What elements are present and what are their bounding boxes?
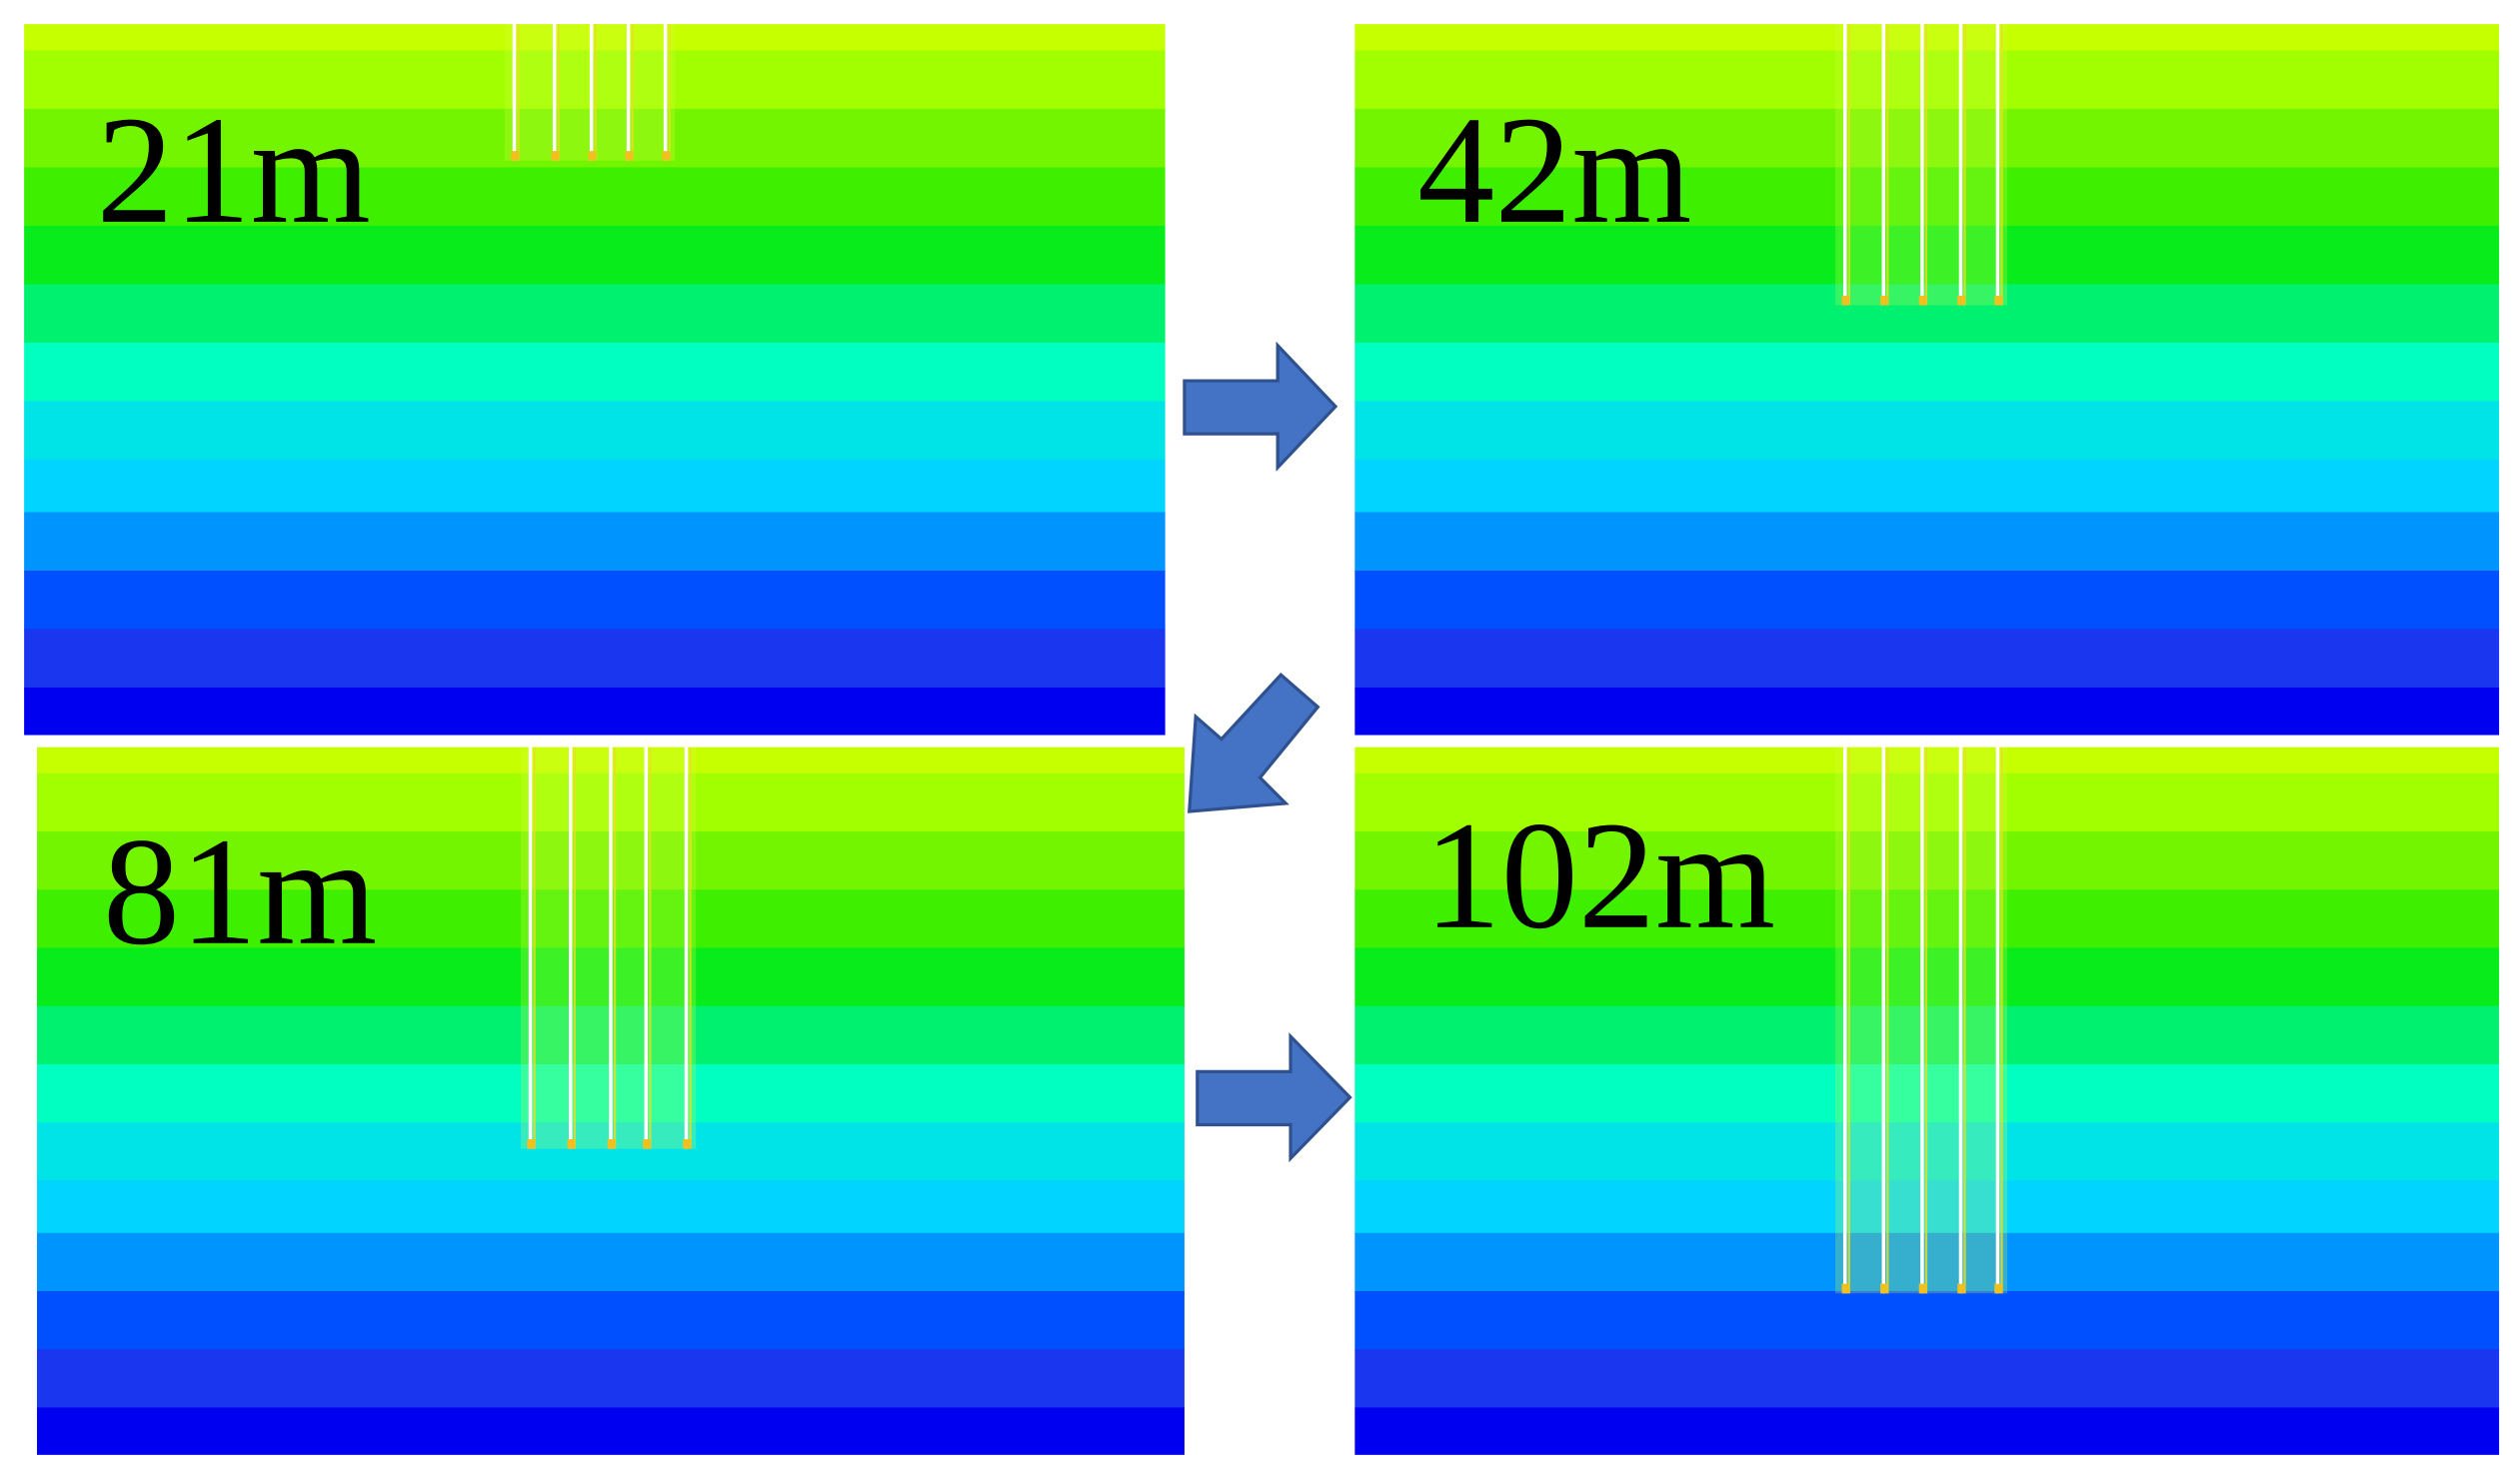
pile-tip xyxy=(1918,295,1927,306)
contour-band xyxy=(24,284,1166,344)
contour-panel: 81m xyxy=(36,746,1185,1455)
contour-band xyxy=(36,1349,1185,1409)
arrow-right xyxy=(1196,1032,1352,1163)
contour-band xyxy=(24,167,1166,227)
depth-label: 21m xyxy=(96,85,370,256)
contour-band xyxy=(24,570,1166,631)
pile-tip xyxy=(1957,295,1966,306)
pile-tip xyxy=(1957,1283,1966,1294)
pile-tip xyxy=(588,151,597,161)
contour-panel: 42m xyxy=(1354,24,2500,736)
depth-label: 81m xyxy=(103,806,377,977)
arrow-down-left xyxy=(1188,673,1320,813)
contour-band xyxy=(1354,687,2500,736)
contour-band xyxy=(24,629,1166,689)
contour-band xyxy=(24,342,1166,403)
pile-tip xyxy=(1841,295,1850,306)
arrow-right xyxy=(1183,341,1338,472)
contour-band xyxy=(36,1180,1185,1234)
depth-label: 102m xyxy=(1423,790,1775,961)
pile-tip xyxy=(1918,1283,1927,1294)
pile-zone xyxy=(520,746,697,1149)
pile-tip xyxy=(683,1138,692,1149)
contour-band xyxy=(1354,570,2500,631)
contour-band xyxy=(1354,401,2500,461)
contour-band xyxy=(1354,512,2500,572)
contour-band xyxy=(36,1291,1185,1351)
pile-tip xyxy=(1994,1283,2003,1294)
contour-band xyxy=(24,401,1166,461)
pile-tip xyxy=(643,1138,652,1149)
pile-tip xyxy=(551,151,560,161)
pile-tip xyxy=(1880,295,1889,306)
contour-band xyxy=(24,512,1166,572)
contour-band xyxy=(1354,459,2500,514)
pile-tip xyxy=(527,1138,536,1149)
contour-band xyxy=(36,1407,1185,1455)
contour-band xyxy=(1354,1291,2500,1351)
pile-tip xyxy=(1994,295,2003,306)
contour-band xyxy=(1354,1407,2500,1455)
pile-tip xyxy=(567,1138,576,1149)
contour-band xyxy=(1354,629,2500,689)
contour-band xyxy=(24,459,1166,514)
contour-band xyxy=(36,1232,1185,1292)
contour-band xyxy=(24,687,1166,736)
panels: 21m 42m 81m 102m xyxy=(24,24,2500,1455)
pile-tip xyxy=(511,151,520,161)
contour-band xyxy=(1354,1349,2500,1409)
contour-panel: 102m xyxy=(1354,746,2500,1455)
pile-tip xyxy=(662,151,671,161)
contour-panel: 21m xyxy=(24,24,1166,736)
depth-label: 42m xyxy=(1417,85,1691,256)
contour-band xyxy=(1354,342,2500,403)
pile-tip xyxy=(607,1138,616,1149)
pile-tip xyxy=(1841,1283,1850,1294)
contour-band xyxy=(24,225,1166,286)
pile-tip xyxy=(625,151,634,161)
pile-tip xyxy=(1880,1283,1889,1294)
